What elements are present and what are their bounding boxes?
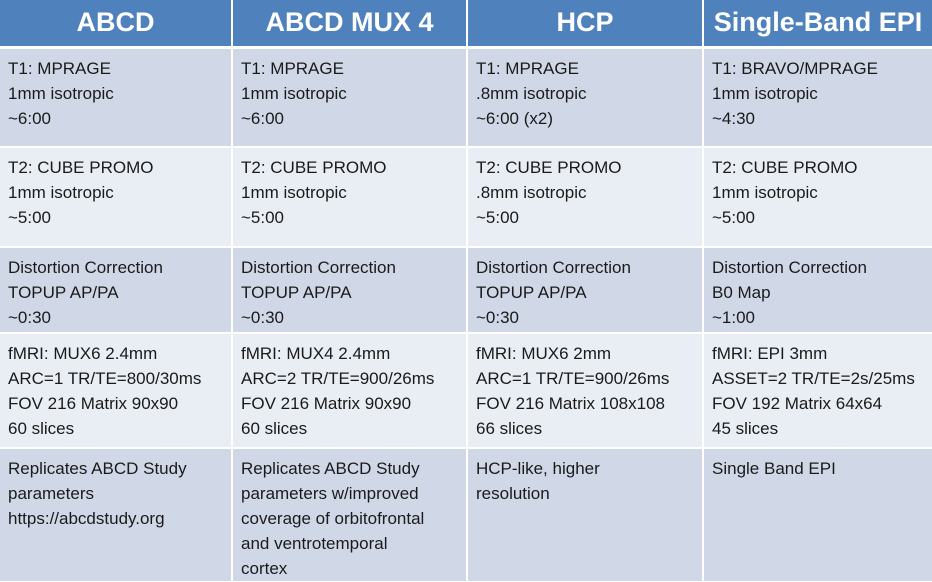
cell-line: ~5:00: [476, 208, 520, 227]
cell-line: T1: MPRAGE: [8, 58, 111, 78]
cell-line: T1: MPRAGE: [476, 58, 579, 78]
cell-line: 60 slices: [241, 419, 308, 438]
cell-line: T2: CUBE PROMO: [712, 158, 858, 177]
cell-line: TOPUP AP/PA: [8, 283, 119, 302]
table-row-t2: T2: CUBE PROMO 1mm isotropic ~5:00 T2: CUBE…: [0, 147, 932, 248]
cell-fmri-abcd: fMRI: MUX6 2.4mm ARC=1 TR/TE=800/30ms FOV …: [0, 333, 233, 449]
table-row-description: Replicates ABCD Study parameters https://a…: [0, 448, 932, 582]
cell-line: fMRI: MUX6 2.4mm: [8, 344, 158, 363]
cell-distortion-correction-single-band-epi: Distortion Correction B0 Map ~1:00: [703, 247, 932, 334]
cell-line: ~0:30: [8, 308, 52, 327]
cell-line: ~5:00: [241, 208, 285, 227]
cell-line: ~4:30: [712, 108, 756, 128]
cell-t1-abcd: T1: MPRAGE 1mm isotropic ~6:00: [0, 47, 233, 148]
cell-t1-hcp: T1: MPRAGE .8mm isotropic ~6:00 (x2): [467, 47, 704, 148]
cell-description-hcp: HCP-like, higher resolution: [467, 448, 704, 582]
cell-description-single-band-epi: Single Band EPI: [703, 448, 932, 582]
cell-line: ~5:00: [8, 208, 52, 227]
cell-line: TOPUP AP/PA: [241, 283, 352, 302]
cell-distortion-correction-hcp: Distortion Correction TOPUP AP/PA ~0:30: [467, 247, 704, 334]
header-abcd-mux4: ABCD MUX 4: [232, 0, 468, 49]
cell-distortion-correction-abcd: Distortion Correction TOPUP AP/PA ~0:30: [0, 247, 233, 334]
cell-line: ARC=1 TR/TE=800/30ms: [8, 369, 202, 388]
cell-description-abcd-mux4: Replicates ABCD Study parameters w/improv…: [232, 448, 468, 582]
cell-description-abcd: Replicates ABCD Study parameters https://a…: [0, 448, 233, 582]
cell-line: fMRI: MUX4 2.4mm: [241, 344, 391, 363]
cell-line: 1mm isotropic: [8, 83, 114, 103]
cell-line: coverage of orbitofrontal: [241, 509, 425, 528]
cell-line: Distortion Correction: [241, 258, 396, 277]
cell-line: cortex: [241, 559, 288, 578]
cell-line: T2: CUBE PROMO: [8, 158, 154, 177]
cell-line: resolution: [476, 484, 550, 503]
cell-t2-abcd-mux4: T2: CUBE PROMO 1mm isotropic ~5:00: [232, 147, 468, 248]
cell-line: T1: MPRAGE: [241, 58, 344, 78]
cell-fmri-hcp: fMRI: MUX6 2mm ARC=1 TR/TE=900/26ms FOV 21…: [467, 333, 704, 449]
cell-line: 1mm isotropic: [241, 83, 347, 103]
cell-fmri-single-band-epi: fMRI: EPI 3mm ASSET=2 TR/TE=2s/25ms FOV 19…: [703, 333, 932, 449]
cell-line: 1mm isotropic: [712, 183, 818, 202]
cell-line: Single Band EPI: [712, 459, 836, 478]
cell-line: fMRI: MUX6 2mm: [476, 344, 612, 363]
cell-line: Replicates ABCD Study: [241, 459, 420, 478]
table-row-t1: T1: MPRAGE 1mm isotropic ~6:00 T1: MPRAGE 1m…: [0, 47, 932, 148]
table-row-distortion-correction: Distortion Correction TOPUP AP/PA ~0:30 Dis…: [0, 247, 932, 334]
cell-line: T2: CUBE PROMO: [476, 158, 622, 177]
cell-line: B0 Map: [712, 283, 771, 302]
cell-line: ARC=1 TR/TE=900/26ms: [476, 369, 670, 388]
cell-line: ~6:00 (x2): [476, 108, 554, 128]
header-hcp: HCP: [467, 0, 704, 49]
cell-line: .8mm isotropic: [476, 83, 587, 103]
cell-line: ASSET=2 TR/TE=2s/25ms: [712, 369, 915, 388]
cell-line: T2: CUBE PROMO: [241, 158, 387, 177]
cell-t2-single-band-epi: T2: CUBE PROMO 1mm isotropic ~5:00: [703, 147, 932, 248]
header-single-band-epi: Single-Band EPI: [703, 0, 932, 49]
cell-line: ~0:30: [241, 308, 285, 327]
cell-line: parameters w/improved: [241, 484, 419, 503]
cell-line: and ventrotemporal: [241, 534, 388, 553]
cell-fmri-abcd-mux4: fMRI: MUX4 2.4mm ARC=2 TR/TE=900/26ms FOV …: [232, 333, 468, 449]
table-header: ABCD ABCD MUX 4 HCP Single-Band EPI: [0, 0, 932, 49]
cell-line: 1mm isotropic: [8, 183, 114, 202]
cell-line: FOV 192 Matrix 64x64: [712, 394, 883, 413]
header-abcd: ABCD: [0, 0, 233, 49]
cell-line: 45 slices: [712, 419, 779, 438]
cell-t2-hcp: T2: CUBE PROMO .8mm isotropic ~5:00: [467, 147, 704, 248]
cell-line: T1: BRAVO/MPRAGE: [712, 58, 878, 78]
cell-line: 66 slices: [476, 419, 543, 438]
cell-line: FOV 216 Matrix 90x90: [8, 394, 179, 413]
cell-line: Distortion Correction: [8, 258, 163, 277]
cell-line: .8mm isotropic: [476, 183, 587, 202]
cell-line: FOV 216 Matrix 108x108: [476, 394, 665, 413]
cell-line: Distortion Correction: [476, 258, 631, 277]
cell-t1-abcd-mux4: T1: MPRAGE 1mm isotropic ~6:00: [232, 47, 468, 148]
cell-line: ARC=2 TR/TE=900/26ms: [241, 369, 435, 388]
header-row: ABCD ABCD MUX 4 HCP Single-Band EPI: [0, 0, 932, 49]
table-body: T1: MPRAGE 1mm isotropic ~6:00 T1: MPRAGE 1m…: [0, 47, 932, 582]
cell-line: https://abcdstudy.org: [8, 509, 165, 528]
cell-line: 1mm isotropic: [712, 83, 818, 103]
cell-line: Distortion Correction: [712, 258, 867, 277]
cell-line: ~6:00: [8, 108, 52, 128]
cell-t1-single-band-epi: T1: BRAVO/MPRAGE 1mm isotropic ~4:30: [703, 47, 932, 148]
cell-line: TOPUP AP/PA: [476, 283, 587, 302]
cell-line: Replicates ABCD Study: [8, 459, 187, 478]
cell-line: 60 slices: [8, 419, 75, 438]
cell-line: ~6:00: [241, 108, 285, 128]
cell-distortion-correction-abcd-mux4: Distortion Correction TOPUP AP/PA ~0:30: [232, 247, 468, 334]
cell-line: HCP-like, higher: [476, 459, 600, 478]
cell-line: ~5:00: [712, 208, 756, 227]
cell-line: parameters: [8, 484, 94, 503]
cell-line: ~1:00: [712, 308, 756, 327]
cell-t2-abcd: T2: CUBE PROMO 1mm isotropic ~5:00: [0, 147, 233, 248]
cell-line: ~0:30: [476, 308, 520, 327]
cell-line: fMRI: EPI 3mm: [712, 344, 828, 363]
cell-line: 1mm isotropic: [241, 183, 347, 202]
cell-line: FOV 216 Matrix 90x90: [241, 394, 412, 413]
table-row-fmri: fMRI: MUX6 2.4mm ARC=1 TR/TE=800/30ms FOV …: [0, 333, 932, 449]
